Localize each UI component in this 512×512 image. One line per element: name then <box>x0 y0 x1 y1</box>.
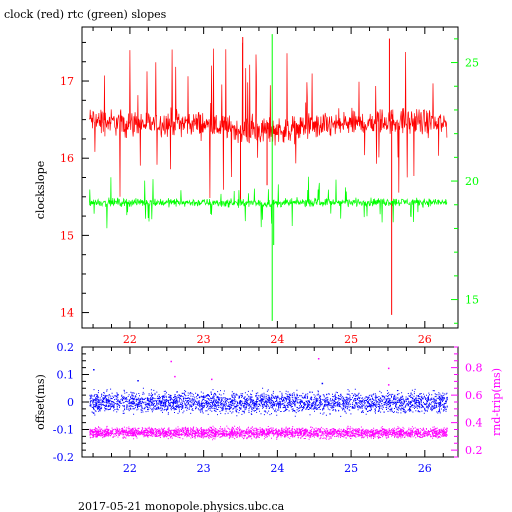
top-y-tick-label-left: 16 <box>60 152 74 165</box>
bottom-panel: 22 23 24 25 26 -0.2 -0.1 0 0.1 0.2 0.2 0.4 0.6 0.8 <box>53 341 483 475</box>
bottom-y-tick-label-right: 0.6 <box>465 389 483 402</box>
footer-timestamp-host: 2017-05-21 monopole.physics.ubc.ca <box>78 500 285 512</box>
top-x-tick-label: 24 <box>270 333 284 346</box>
series-clock-line <box>89 42 448 199</box>
top-x-tick-label: 26 <box>418 333 432 346</box>
bottom-y-tick-label-right: 0.8 <box>465 362 483 375</box>
bottom-y-tick-label-left: 0.2 <box>57 341 75 354</box>
top-y-tick-label-right: 15 <box>465 294 479 307</box>
series-offset-points <box>89 387 448 417</box>
top-x-tick-label: 25 <box>344 333 358 346</box>
series-rnd-trip-outlier <box>317 358 320 360</box>
top-chart-title: clock (red) rtc (green) slopes <box>4 8 167 21</box>
top-panel: 22 23 24 25 26 14 15 16 17 15 20 25 <box>60 26 479 346</box>
top-y-tick-label-left: 14 <box>60 307 74 320</box>
top-y-tick-label-right: 25 <box>465 57 479 70</box>
top-y-tick-label-right: 20 <box>465 175 479 188</box>
series-offset-outlier <box>137 380 139 382</box>
top-x-tick-label: 23 <box>197 333 211 346</box>
bottom-y-tick-label-right: 0.2 <box>465 444 483 457</box>
series-offset-outlier <box>321 382 324 385</box>
series-offset-outlier <box>93 369 95 371</box>
bottom-y-tick-label-left: 0.1 <box>57 369 75 382</box>
series-rnd-trip-outlier <box>211 378 213 381</box>
bottom-y-tick-label-left: 0 <box>67 396 74 409</box>
series-rnd-trip-outlier <box>174 375 176 378</box>
series-rnd-trip-outlier <box>387 367 390 370</box>
bottom-y-tick-label-left: -0.2 <box>53 451 74 464</box>
top-x-tick-label: 22 <box>123 333 137 346</box>
bottom-ylabel: offset(ms) <box>34 374 47 430</box>
bottom-x-tick-label: 25 <box>344 462 358 475</box>
top-ylabel: clockslope <box>34 161 47 219</box>
series-rnd-trip-outlier <box>387 384 390 386</box>
top-y-tick-label-left: 17 <box>60 75 74 88</box>
bottom-ylabel-right: rnd-trip(ms) <box>490 368 503 436</box>
bottom-x-tick-label: 22 <box>123 462 137 475</box>
bottom-x-tick-label: 23 <box>197 462 211 475</box>
series-rtc-line <box>89 176 448 229</box>
series-rnd-trip-points <box>89 425 448 441</box>
bottom-y-tick-label-left: -0.1 <box>53 424 74 437</box>
series-rnd-trip-outlier <box>170 360 172 363</box>
bottom-x-tick-label: 24 <box>270 462 284 475</box>
top-y-tick-label-left: 15 <box>60 229 74 242</box>
top-plot-frame <box>81 26 459 329</box>
bottom-y-tick-label-right: 0.4 <box>465 417 483 430</box>
bottom-x-tick-label: 26 <box>418 462 432 475</box>
